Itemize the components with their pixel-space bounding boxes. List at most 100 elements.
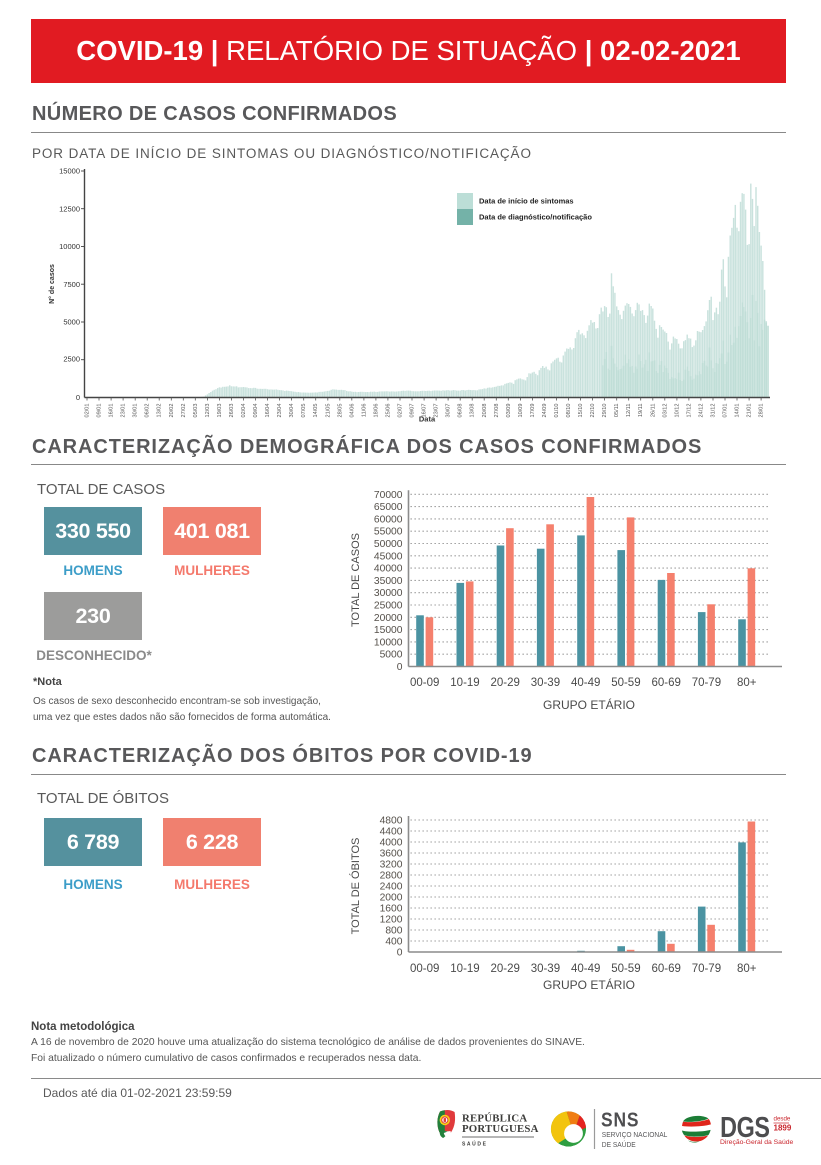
svg-text:TOTAL DE CASOS: TOTAL DE CASOS — [350, 533, 362, 627]
svg-text:10-19: 10-19 — [450, 963, 479, 975]
svg-text:4400: 4400 — [380, 827, 403, 838]
svg-text:70-79: 70-79 — [692, 677, 721, 689]
svg-text:0: 0 — [397, 948, 403, 959]
svg-text:07/05: 07/05 — [301, 404, 307, 418]
svg-text:03/09: 03/09 — [506, 404, 512, 418]
svg-text:3600: 3600 — [380, 849, 403, 860]
svg-text:24/09: 24/09 — [542, 404, 548, 418]
svg-text:1200: 1200 — [380, 915, 403, 926]
svg-text:10000: 10000 — [374, 637, 403, 648]
svg-text:08/10: 08/10 — [566, 404, 572, 418]
svg-text:20/02: 20/02 — [169, 404, 175, 418]
svg-text:19/03: 19/03 — [217, 404, 223, 418]
svg-text:31/12: 31/12 — [711, 404, 717, 418]
svg-text:03/12: 03/12 — [662, 404, 668, 418]
svg-text:28/01: 28/01 — [759, 404, 765, 418]
svg-text:30/07: 30/07 — [446, 404, 452, 418]
svg-text:26/11: 26/11 — [650, 404, 656, 418]
svg-text:16/01: 16/01 — [109, 404, 115, 418]
svg-text:3200: 3200 — [380, 860, 403, 871]
svg-text:30-39: 30-39 — [531, 677, 560, 689]
svg-text:1600: 1600 — [380, 904, 403, 915]
svg-text:0: 0 — [76, 393, 80, 402]
svg-text:Data de diagnóstico/notificaçã: Data de diagnóstico/notificação — [479, 213, 592, 222]
svg-text:65000: 65000 — [374, 502, 403, 513]
svg-text:13/08: 13/08 — [470, 404, 476, 418]
svg-text:30/01: 30/01 — [133, 404, 139, 418]
svg-text:Data de início de sintomas: Data de início de sintomas — [479, 197, 574, 206]
svg-text:14/05: 14/05 — [313, 404, 319, 418]
svg-text:05/03: 05/03 — [193, 404, 199, 418]
svg-text:10/12: 10/12 — [674, 404, 680, 418]
svg-text:22/10: 22/10 — [590, 404, 596, 418]
svg-text:12/03: 12/03 — [205, 404, 211, 418]
svg-text:SNS: SNS — [601, 1109, 639, 1132]
svg-text:1899: 1899 — [774, 1124, 792, 1133]
svg-text:10000: 10000 — [59, 242, 80, 251]
svg-text:45000: 45000 — [374, 551, 403, 562]
svg-text:17/09: 17/09 — [530, 404, 536, 418]
svg-text:50-59: 50-59 — [611, 963, 640, 975]
svg-text:2500: 2500 — [63, 354, 80, 363]
svg-text:60-69: 60-69 — [651, 677, 680, 689]
svg-text:40000: 40000 — [374, 564, 403, 575]
svg-text:GRUPO ETÁRIO: GRUPO ETÁRIO — [543, 977, 635, 992]
svg-text:60000: 60000 — [374, 514, 403, 525]
svg-text:05/11: 05/11 — [614, 404, 620, 418]
svg-text:TOTAL DE ÓBITOS: TOTAL DE ÓBITOS — [349, 838, 362, 935]
svg-text:40-49: 40-49 — [571, 677, 600, 689]
svg-text:Data: Data — [419, 415, 436, 424]
svg-text:0: 0 — [397, 662, 403, 673]
svg-text:70-79: 70-79 — [692, 963, 721, 975]
svg-text:16/04: 16/04 — [265, 404, 271, 418]
svg-text:09/07: 09/07 — [410, 404, 416, 418]
svg-text:20/08: 20/08 — [482, 404, 488, 418]
svg-text:SAÚDE: SAÚDE — [462, 1141, 488, 1148]
svg-text:18/06: 18/06 — [373, 404, 379, 418]
svg-text:26/03: 26/03 — [229, 404, 235, 418]
svg-text:02/04: 02/04 — [241, 404, 247, 418]
svg-text:35000: 35000 — [374, 576, 403, 587]
svg-text:50-59: 50-59 — [611, 677, 640, 689]
svg-text:10/09: 10/09 — [518, 404, 524, 418]
svg-text:12/11: 12/11 — [626, 404, 632, 418]
svg-text:80+: 80+ — [737, 963, 757, 975]
svg-text:07/01: 07/01 — [723, 404, 729, 418]
svg-text:800: 800 — [385, 926, 402, 937]
svg-text:20000: 20000 — [374, 613, 403, 624]
svg-text:00-09: 00-09 — [410, 677, 439, 689]
svg-text:24/12: 24/12 — [698, 404, 704, 418]
svg-text:Direção-Geral da Saúde: Direção-Geral da Saúde — [720, 1139, 794, 1146]
svg-text:12500: 12500 — [59, 204, 80, 213]
svg-text:23/01: 23/01 — [121, 404, 127, 418]
svg-text:30-39: 30-39 — [531, 963, 560, 975]
svg-text:02/07: 02/07 — [398, 404, 404, 418]
svg-text:16/07: 16/07 — [422, 404, 428, 418]
svg-text:14/01: 14/01 — [735, 404, 741, 418]
svg-text:23/04: 23/04 — [277, 404, 283, 418]
svg-text:04/06: 04/06 — [349, 404, 355, 418]
svg-text:55000: 55000 — [374, 527, 403, 538]
svg-text:21/01: 21/01 — [747, 404, 753, 418]
svg-text:27/08: 27/08 — [494, 404, 500, 418]
svg-text:PORTUGUESA: PORTUGUESA — [462, 1123, 539, 1135]
svg-text:28/05: 28/05 — [337, 404, 343, 418]
svg-text:15000: 15000 — [59, 167, 80, 176]
svg-text:19/11: 19/11 — [638, 404, 644, 418]
svg-text:desde: desde — [774, 1116, 791, 1123]
svg-text:25/06: 25/06 — [385, 404, 391, 418]
svg-text:00-09: 00-09 — [410, 963, 439, 975]
svg-text:DGS: DGS — [720, 1111, 769, 1144]
svg-text:30000: 30000 — [374, 588, 403, 599]
svg-text:15/10: 15/10 — [578, 404, 584, 418]
svg-text:09/01: 09/01 — [97, 404, 103, 418]
svg-text:21/05: 21/05 — [325, 404, 331, 418]
svg-text:7500: 7500 — [63, 280, 80, 289]
svg-text:2400: 2400 — [380, 882, 403, 893]
svg-text:01/10: 01/10 — [554, 404, 560, 418]
svg-text:06/02: 06/02 — [145, 404, 151, 418]
svg-text:2000: 2000 — [380, 893, 403, 904]
svg-text:50000: 50000 — [374, 539, 403, 550]
svg-text:23/07: 23/07 — [434, 404, 440, 418]
svg-text:20-29: 20-29 — [490, 677, 519, 689]
